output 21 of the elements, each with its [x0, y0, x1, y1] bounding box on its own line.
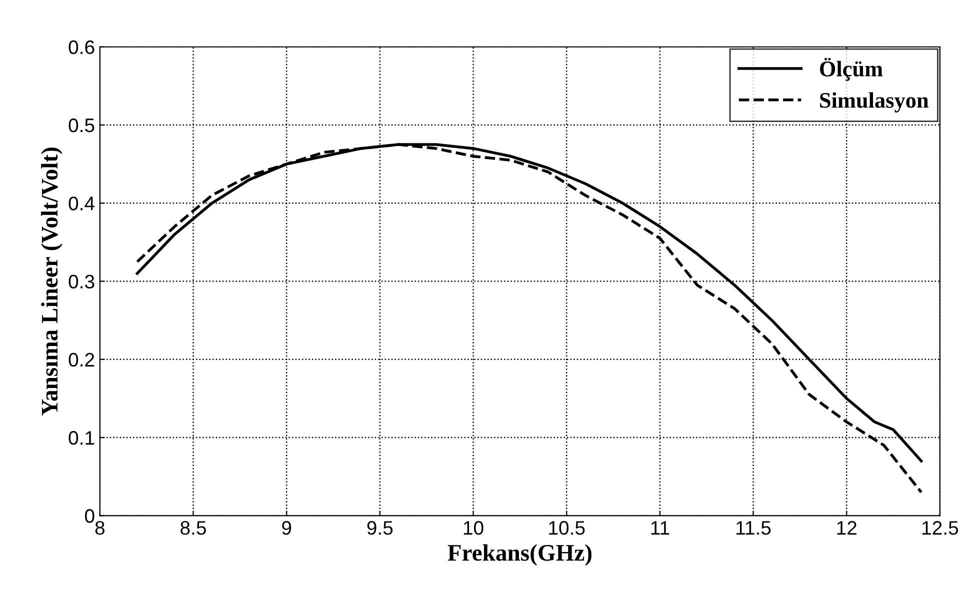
y-tick-label: 0.4: [68, 196, 94, 210]
x-axis-title: Frekans(GHz): [448, 544, 592, 566]
x-tick-label: 10.5: [549, 521, 585, 535]
x-tick-label: 12: [837, 521, 856, 535]
y-axis-title: Yansıma Lineer (Volt/Volt): [41, 148, 62, 416]
legend-label: Ölçüm: [820, 58, 883, 81]
x-tick-label: 12.5: [922, 521, 958, 535]
x-tick-label: 8.5: [180, 521, 206, 535]
x-tick-label: 9: [282, 521, 292, 535]
y-tick-label: 0: [84, 509, 94, 523]
x-tick-label: 11: [651, 521, 670, 535]
y-tick-label: 0.2: [68, 352, 94, 367]
x-tick-label: 10: [464, 521, 484, 535]
x-tick-label: 11.5: [736, 521, 771, 535]
x-tick-label: 9.5: [367, 521, 393, 535]
x-tick-label: 8: [95, 521, 104, 535]
y-tick-label: 0.1: [68, 430, 94, 445]
legend-label: Simulasyon: [820, 92, 928, 112]
y-tick-label: 0.5: [68, 118, 94, 132]
y-tick-label: 0.6: [68, 40, 94, 54]
y-tick-label: 0.3: [68, 274, 94, 289]
